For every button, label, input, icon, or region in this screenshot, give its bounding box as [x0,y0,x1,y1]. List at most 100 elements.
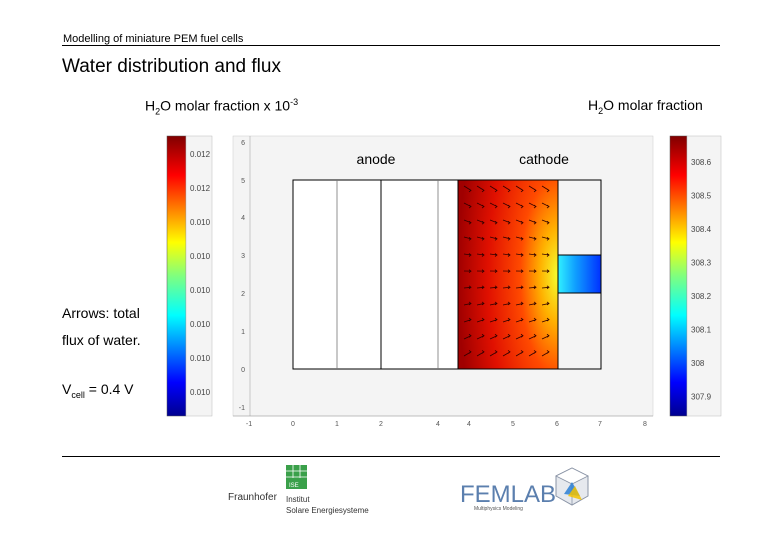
flux-arrow [515,350,524,357]
y-tick-label: 2 [241,291,245,298]
flux-arrow [489,350,498,357]
flux-arrow [476,253,485,257]
right-colorbar-tick-label: 308.5 [691,192,712,201]
left-colorbar-tick-label: 0.010 [190,320,211,329]
right-colorbar-tick-label: 307.9 [691,393,712,402]
flux-arrow [515,202,524,209]
flux-arrow [515,253,524,257]
left-colorbar-tick-label: 0.010 [190,388,211,397]
flux-arrow [476,285,485,290]
flux-arrow [528,219,537,225]
footer-divider [62,456,720,457]
left-colorbar-gradient [166,135,187,417]
running-title: Modelling of miniature PEM fuel cells [63,33,244,45]
flux-arrow [502,350,511,357]
cathode-label: cathode [519,151,569,167]
flux-arrow [515,269,524,273]
flux-arrow [489,333,498,340]
flux-arrow [463,236,472,241]
flux-arrow [528,185,537,193]
flux-arrow [476,317,485,323]
flux-arrow [541,333,550,340]
left-colorbar: 0.012 0.012 0.010 0.010 0.010 0.010 0.010 0.010 [166,135,213,417]
flux-arrow [489,301,498,306]
flux-arrow [515,285,524,290]
flux-arrow [489,202,498,209]
flux-arrow [476,350,485,357]
flux-arrow [541,285,550,290]
flux-arrow [476,219,485,225]
flux-arrow [489,269,498,273]
anode-domain [292,179,459,370]
right-colorbar-tick-label: 308.6 [691,158,712,167]
x-tick-label: 0 [291,421,295,428]
x-tick-label: -1 [246,421,252,428]
flux-arrow [541,236,550,241]
fraunhofer-ise-logo: ISE Fraunhofer Institut Solare Energiesy… [228,465,369,515]
plot-area: 6 5 4 3 2 1 0 -1 -1 0 1 2 4 4 5 6 7 8 anode cathode [232,135,654,428]
right-colorbar-tick-label: 308 [691,359,705,368]
flux-arrow [489,253,498,257]
flux-arrow [476,185,485,193]
flux-arrow [463,301,472,306]
slide-title: Water distribution and flux [62,56,281,77]
right-colorbar-label: H2O molar fraction [588,97,703,116]
right-colorbar-tick-label: 308.1 [691,326,712,335]
x-tick-label: 2 [379,421,383,428]
y-tick-label: 0 [241,367,245,374]
femlab-cube-icon [555,467,589,506]
flux-arrow [515,301,524,306]
flux-arrow [463,269,472,273]
flux-arrow [515,317,524,323]
cathode-channel [557,254,602,294]
flux-arrow [541,202,550,209]
flux-arrow [463,253,472,257]
x-tick-label: 4 [436,421,440,428]
flux-arrow [463,219,472,225]
left-colorbar-tick-label: 0.010 [190,252,211,261]
flux-arrow [541,269,550,273]
x-tick-label: 5 [511,421,515,428]
flux-arrow [528,317,537,323]
flux-arrow [502,269,511,273]
flux-arrow [476,236,485,241]
arrows-note-line2: flux of water. [62,332,141,348]
flux-arrow [463,285,472,290]
femlab-tagline: Multiphysics Modeling [474,506,523,512]
flux-arrow [528,202,537,209]
header-divider [62,45,720,46]
flux-arrow [502,333,511,340]
left-colorbar-tick-panel [185,135,213,417]
flux-arrow [476,202,485,209]
left-colorbar-label: H2O molar fraction x 10-3 [145,97,299,117]
cathode-domain [457,179,559,370]
x-tick-label: 1 [335,421,339,428]
flux-arrow [515,333,524,340]
femlab-logo: FEMLAB Multiphysics Modeling [460,467,589,512]
flux-arrow [502,236,511,241]
flux-arrow [515,219,524,225]
flux-arrow [528,333,537,340]
flux-arrow [541,185,550,193]
right-colorbar: 308.6 308.5 308.4 308.3 308.2 308.1 308 307.9 [669,135,722,417]
flux-arrow [489,317,498,323]
cell-voltage-note: Vcell = 0.4 V [62,381,134,400]
institute-line2: Solare Energiesysteme [286,506,369,515]
right-colorbar-tick-label: 308.4 [691,225,712,234]
flux-arrow [463,317,472,323]
flux-arrow [502,202,511,209]
y-tick-label: 6 [241,140,245,147]
anode-label: anode [357,151,396,167]
flux-arrow [541,301,550,306]
flux-arrow [528,236,537,241]
left-colorbar-tick-label: 0.010 [190,218,211,227]
y-tick-label: 3 [241,253,245,260]
right-colorbar-tick-label: 308.3 [691,259,712,268]
flux-arrow [502,185,511,193]
flux-arrow [528,350,537,357]
ise-logo-grid [286,465,307,478]
right-colorbar-gradient [669,135,688,417]
left-colorbar-tick-label: 0.010 [190,286,211,295]
y-tick-label: 5 [241,178,245,185]
flux-arrow [489,285,498,290]
